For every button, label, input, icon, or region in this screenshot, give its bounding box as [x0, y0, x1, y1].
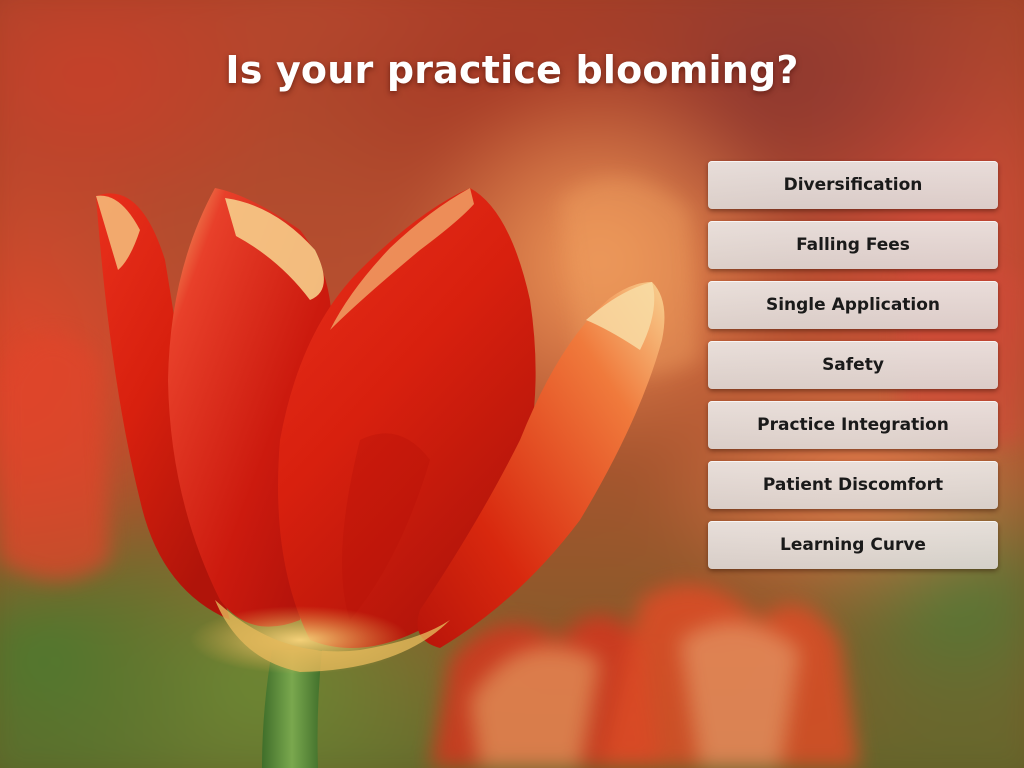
single-application-button[interactable]: Single Application [708, 281, 998, 329]
page-title: Is your practice blooming? [225, 48, 799, 92]
diversification-button[interactable]: Diversification [708, 161, 998, 209]
topic-menu: Diversification Falling Fees Single Appl… [708, 161, 998, 569]
practice-integration-button[interactable]: Practice Integration [708, 401, 998, 449]
patient-discomfort-button[interactable]: Patient Discomfort [708, 461, 998, 509]
falling-fees-button[interactable]: Falling Fees [708, 221, 998, 269]
safety-button[interactable]: Safety [708, 341, 998, 389]
learning-curve-button[interactable]: Learning Curve [708, 521, 998, 569]
